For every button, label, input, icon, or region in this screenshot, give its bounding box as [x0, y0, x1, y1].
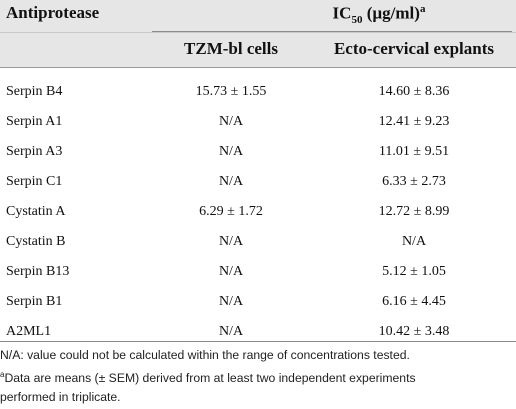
table-row: A2ML1 N/A 10.42 ± 3.48: [0, 318, 516, 348]
antiprotease-cell: Serpin A3: [6, 144, 63, 159]
footnote-a: aData are means (± SEM) derived from at …: [0, 365, 516, 388]
table-row: Serpin B13 N/A 5.12 ± 1.05: [0, 258, 516, 288]
footnote-a-continued: performed in triplicate.: [0, 390, 121, 405]
ecto-cervical-value-cell: 12.72 ± 8.99: [378, 204, 450, 219]
tzm-bl-value-cell: N/A: [218, 294, 244, 309]
tzm-bl-value-cell: N/A: [218, 324, 244, 339]
ecto-cervical-value-cell: 5.12 ± 1.05: [382, 264, 446, 279]
footnote-na: N/A: value could not be calculated withi…: [0, 348, 410, 362]
ecto-cervical-value-cell: 11.01 ± 9.51: [378, 144, 450, 159]
table-header-row-1: Antiprotease IC50 (µg/ml)a: [0, 0, 516, 33]
table-body: Serpin B4 15.73 ± 1.55 14.60 ± 8.36 Serpin …: [0, 68, 516, 348]
ecto-cervical-value-cell: 10.42 ± 3.48: [378, 324, 450, 339]
tzm-bl-value-cell: N/A: [218, 174, 244, 189]
table-row: Serpin A1 N/A 12.41 ± 9.23: [0, 108, 516, 138]
tzm-bl-value-cell: N/A: [218, 144, 244, 159]
antiprotease-cell: Cystatin A: [6, 204, 66, 219]
tzm-bl-value-cell: N/A: [218, 264, 244, 279]
table-footnotes: N/A: value could not be calculated withi…: [0, 346, 516, 407]
ecto-cervical-value-cell: N/A: [401, 234, 427, 249]
ic50-unit: (µg/ml): [362, 3, 420, 23]
tzm-bl-value-cell: N/A: [218, 234, 244, 249]
ecto-cervical-value-cell: 6.16 ± 4.45: [382, 294, 446, 309]
footnote-a-marker: a: [0, 370, 5, 379]
ic50-subscript: 50: [351, 14, 363, 27]
ecto-cervical-value-cell: 12.41 ± 9.23: [378, 114, 450, 129]
table-row: Serpin B1 N/A 6.16 ± 4.45: [0, 288, 516, 318]
column-header-antiprotease: Antiprotease: [6, 3, 100, 22]
tzm-bl-value-cell: N/A: [218, 114, 244, 129]
antiprotease-cell: Cystatin B: [6, 234, 66, 249]
table-row: Cystatin A 6.29 ± 1.72 12.72 ± 8.99: [0, 198, 516, 228]
antiprotease-cell: Serpin C1: [6, 174, 63, 189]
column-header-ecto-cervical: Ecto-cervical explants: [333, 39, 495, 58]
tzm-bl-value-cell: 6.29 ± 1.72: [199, 204, 263, 219]
table-row: Serpin A3 N/A 11.01 ± 9.51: [0, 138, 516, 168]
column-header-ic50: IC50 (µg/ml)a: [242, 3, 516, 26]
ic50-label: IC: [332, 3, 352, 23]
antiprotease-cell: Serpin B1: [6, 294, 63, 309]
ic50-span-rule: [152, 31, 512, 32]
antiprotease-cell: Serpin B4: [6, 84, 63, 99]
table-bottom-rule: [0, 341, 516, 342]
ecto-cervical-value-cell: 14.60 ± 8.36: [378, 84, 450, 99]
ic50-table: Antiprotease IC50 (µg/ml)a TZM-bl cells …: [0, 0, 516, 348]
column-header-tzm-bl: TZM-bl cells: [184, 39, 278, 58]
footnote-a-text: Data are means (± SEM) derived from at l…: [4, 371, 416, 386]
table-row: Serpin B4 15.73 ± 1.55 14.60 ± 8.36: [0, 78, 516, 108]
ic50-footnote-marker: a: [419, 3, 426, 15]
table-row: Serpin C1 N/A 6.33 ± 2.73: [0, 168, 516, 198]
antiprotease-cell: A2ML1: [6, 324, 52, 339]
table-row: Cystatin B N/A N/A: [0, 228, 516, 258]
table-header-row-2: TZM-bl cells Ecto-cervical explants: [0, 33, 516, 68]
tzm-bl-value-cell: 15.73 ± 1.55: [195, 84, 267, 99]
ecto-cervical-value-cell: 6.33 ± 2.73: [382, 174, 446, 189]
antiprotease-cell: Serpin A1: [6, 114, 63, 129]
antiprotease-cell: Serpin B13: [6, 264, 70, 279]
